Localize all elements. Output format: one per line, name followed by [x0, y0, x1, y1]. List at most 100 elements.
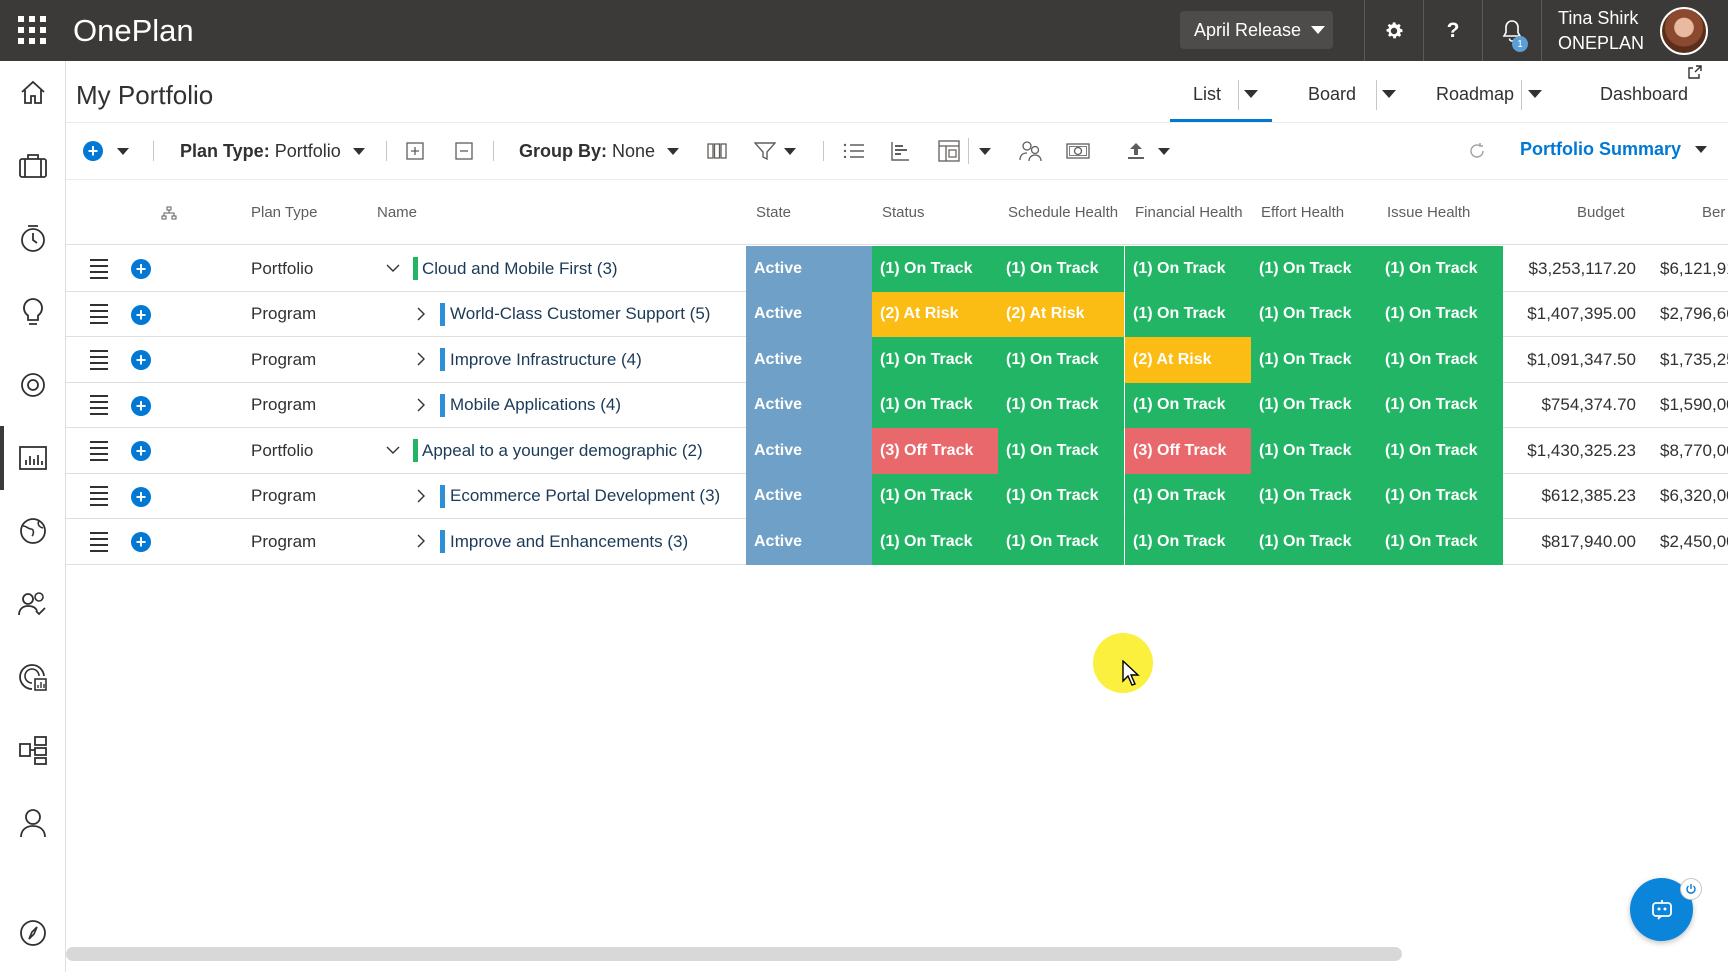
- plan-color-bar: [413, 439, 418, 462]
- column-header-status[interactable]: Status: [882, 204, 925, 221]
- plan-name-link[interactable]: Appeal to a younger demographic (2): [422, 440, 703, 460]
- target-icon[interactable]: [0, 353, 66, 417]
- pop-out-icon[interactable]: [1687, 64, 1703, 85]
- release-dropdown[interactable]: April Release: [1180, 11, 1333, 49]
- row-menu-icon[interactable]: [88, 292, 110, 337]
- tab-board[interactable]: Board: [1308, 84, 1357, 104]
- table-row[interactable]: + Portfolio Cloud and Mobile First (3) A…: [66, 246, 1728, 292]
- list-options-chevron-icon[interactable]: [1244, 90, 1258, 98]
- report-radar-icon[interactable]: [0, 645, 66, 709]
- money-icon[interactable]: [1066, 136, 1090, 166]
- collapse-all-icon[interactable]: [455, 136, 473, 166]
- plan-name-link[interactable]: Mobile Applications (4): [450, 395, 622, 414]
- column-header-financial-health[interactable]: Financial Health: [1135, 204, 1243, 221]
- chevron-right-icon[interactable]: [413, 306, 429, 322]
- add-child-icon[interactable]: +: [131, 532, 151, 552]
- settings-gear-icon[interactable]: [1365, 0, 1423, 61]
- chevron-right-icon[interactable]: [413, 533, 429, 549]
- column-header-effort-health[interactable]: Effort Health: [1261, 204, 1345, 221]
- briefcase-icon[interactable]: [0, 134, 66, 198]
- table-row[interactable]: + Program Mobile Applications (4) Active…: [66, 382, 1728, 428]
- chevron-down-icon[interactable]: [385, 260, 401, 276]
- row-menu-icon[interactable]: [88, 383, 110, 428]
- avatar[interactable]: [1660, 7, 1708, 55]
- column-header-schedule-health[interactable]: Schedule Health: [1008, 204, 1119, 221]
- globe-icon[interactable]: [0, 499, 66, 563]
- app-title[interactable]: OnePlan: [73, 13, 194, 48]
- chevron-right-icon[interactable]: [413, 397, 429, 413]
- table-row[interactable]: + Program Ecommerce Portal Development (…: [66, 473, 1728, 519]
- financial-health-cell: (3) Off Track: [1125, 428, 1251, 474]
- plan-name-link[interactable]: Cloud and Mobile First (3): [422, 258, 618, 278]
- add-plan-button[interactable]: +: [83, 136, 129, 166]
- add-child-icon[interactable]: +: [131, 259, 151, 279]
- portfolio-summary-dropdown[interactable]: Portfolio Summary: [1520, 139, 1708, 160]
- gantt-bars-icon[interactable]: [890, 136, 910, 166]
- compass-icon[interactable]: [0, 901, 66, 965]
- column-header-benefit[interactable]: Ber: [1702, 204, 1726, 221]
- column-header-budget[interactable]: Budget: [1577, 204, 1625, 221]
- add-child-icon[interactable]: +: [131, 395, 151, 416]
- home-icon[interactable]: [0, 61, 66, 125]
- hierarchy-icon[interactable]: [0, 718, 66, 782]
- add-child-icon[interactable]: +: [131, 350, 151, 370]
- table-row[interactable]: + Program Improve Infrastructure (4) Act…: [66, 337, 1728, 383]
- help-icon[interactable]: ?: [1446, 18, 1460, 42]
- table-row[interactable]: + Program World-Class Customer Support (…: [66, 291, 1728, 337]
- chevron-right-icon[interactable]: [413, 488, 429, 504]
- plan-name-link[interactable]: World-Class Customer Support (5): [450, 304, 711, 323]
- row-menu-icon[interactable]: [88, 428, 110, 473]
- table-row[interactable]: + Program Improve and Enhancements (3) A…: [66, 519, 1728, 565]
- tab-dashboard[interactable]: Dashboard: [1600, 84, 1689, 104]
- filter-icon: [754, 142, 776, 161]
- resources-icon[interactable]: [1018, 136, 1042, 166]
- add-child-icon[interactable]: +: [131, 486, 151, 507]
- chevron-right-icon[interactable]: [413, 351, 429, 367]
- plan-name-link[interactable]: Improve and Enhancements (3): [450, 531, 689, 551]
- add-child-icon[interactable]: +: [131, 304, 151, 325]
- tab-roadmap[interactable]: Roadmap: [1436, 84, 1515, 104]
- tab-list[interactable]: List: [1193, 84, 1222, 104]
- column-header-name[interactable]: Name: [377, 204, 418, 221]
- plan-name-link[interactable]: Improve Infrastructure (4): [450, 349, 642, 369]
- list-view-icon[interactable]: [843, 136, 865, 166]
- divider: [1423, 0, 1424, 61]
- table-row[interactable]: + Portfolio Appeal to a younger demograp…: [66, 428, 1728, 474]
- filter-button[interactable]: [754, 136, 796, 166]
- horizontal-scrollbar[interactable]: [66, 947, 1402, 961]
- status-health-cell: (3) Off Track: [872, 428, 998, 474]
- column-header-plan-type[interactable]: Plan Type: [251, 204, 318, 221]
- app-launcher-icon[interactable]: [18, 16, 46, 44]
- roadmap-options-chevron-icon[interactable]: [1528, 90, 1542, 98]
- refresh-icon[interactable]: [1468, 136, 1486, 166]
- power-icon[interactable]: [1680, 878, 1702, 900]
- hierarchy-toggle-icon[interactable]: [161, 206, 177, 225]
- group-by-dropdown[interactable]: Group By: None: [519, 136, 680, 166]
- board-options-chevron-icon[interactable]: [1382, 90, 1396, 98]
- user-org: ONEPLAN: [1558, 33, 1645, 53]
- history-clock-icon[interactable]: [0, 207, 66, 271]
- row-menu-icon[interactable]: [88, 519, 110, 564]
- user-info[interactable]: Tina Shirk ONEPLAN: [1558, 6, 1644, 56]
- row-menu-icon[interactable]: [88, 246, 110, 291]
- column-header-issue-health[interactable]: Issue Health: [1387, 204, 1471, 221]
- row-menu-icon[interactable]: [88, 474, 110, 519]
- columns-icon[interactable]: [707, 136, 727, 166]
- plan-type-cell: Program: [251, 486, 317, 505]
- team-check-icon[interactable]: [0, 572, 66, 636]
- column-header-state[interactable]: State: [756, 204, 792, 221]
- portfolio-chart-icon[interactable]: [0, 426, 66, 490]
- state-cell: Active: [746, 291, 872, 337]
- export-button[interactable]: [1126, 136, 1170, 166]
- lightbulb-icon[interactable]: [0, 280, 66, 344]
- row-menu-icon[interactable]: [88, 337, 110, 382]
- layout-options-button[interactable]: [938, 136, 991, 166]
- expand-all-icon[interactable]: [406, 136, 424, 166]
- plan-name-link[interactable]: Ecommerce Portal Development (3): [450, 486, 721, 505]
- budget-cell: $1,091,347.50: [1527, 349, 1636, 369]
- chevron-down-icon[interactable]: [385, 442, 401, 458]
- add-child-icon[interactable]: +: [131, 441, 151, 461]
- plan-type-filter[interactable]: Plan Type: Portfolio: [180, 136, 365, 166]
- user-icon[interactable]: [0, 791, 66, 855]
- notifications-bell-icon[interactable]: [1483, 0, 1541, 61]
